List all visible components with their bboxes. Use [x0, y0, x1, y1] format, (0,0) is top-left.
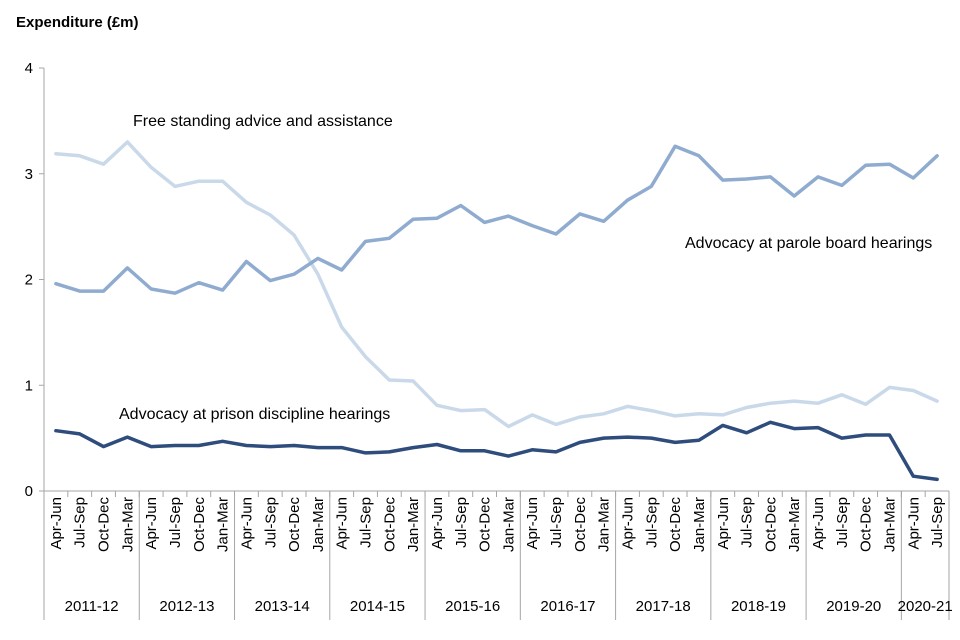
x-group-label: 2020-21 [898, 598, 953, 615]
series-line-1 [54, 144, 939, 295]
x-group-label: 2015-16 [445, 598, 500, 615]
y-tick-label: 1 [25, 377, 33, 394]
x-tick-label: Jul-Sep [739, 497, 756, 548]
x-tick-label: Apr-Jun [905, 497, 922, 550]
x-tick-label: Oct-Dec [477, 497, 494, 553]
x-group-label: 2011-12 [65, 598, 119, 615]
x-tick-label: Jul-Sep [453, 497, 470, 548]
series-lines [54, 140, 939, 482]
x-tick-label: Jul-Sep [929, 497, 946, 548]
x-tick-label: Apr-Jun [429, 497, 446, 550]
x-tick-label: Apr-Jun [619, 497, 636, 550]
x-group-label: 2018-19 [731, 598, 786, 615]
x-tick-label: Jul-Sep [262, 497, 279, 548]
x-tick-label: Jul-Sep [358, 497, 375, 548]
x-tick-label: Jan-Mar [310, 497, 327, 552]
x-tick-label: Jul-Sep [72, 497, 89, 548]
x-tick-label: Apr-Jun [715, 497, 732, 550]
x-tick-label: Oct-Dec [286, 497, 303, 553]
x-tick-label: Apr-Jun [238, 497, 255, 550]
x-tick-label: Apr-Jun [48, 497, 65, 550]
x-group-label: 2017-18 [636, 598, 691, 615]
x-group-label: 2016-17 [540, 598, 595, 615]
y-tick-label: 2 [25, 272, 33, 289]
x-group-label: 2019-20 [826, 598, 881, 615]
x-tick-label: Jul-Sep [167, 497, 184, 548]
x-tick-label: Jan-Mar [500, 497, 517, 552]
x-tick-label: Oct-Dec [762, 497, 779, 553]
x-tick-label: Jul-Sep [643, 497, 660, 548]
x-tick-label: Apr-Jun [524, 497, 541, 550]
x-tick-label: Apr-Jun [810, 497, 827, 550]
series-label-free-standing-advice: Free standing advice and assistance [133, 113, 393, 130]
y-tick-label: 3 [25, 166, 33, 183]
x-tick-label: Jul-Sep [548, 497, 565, 548]
y-axis: 0 1 2 3 4 [25, 60, 45, 500]
series-label-parole-board-hearings: Advocacy at parole board hearings [685, 235, 932, 252]
x-tick-label: Jan-Mar [786, 497, 803, 552]
x-group-label: 2012-13 [159, 598, 214, 615]
x-tick-label: Oct-Dec [381, 497, 398, 553]
x-tick-label: Apr-Jun [143, 497, 160, 550]
x-tick-label: Oct-Dec [191, 497, 208, 553]
y-axis-label: Expenditure (£m) [16, 14, 139, 31]
series-line-0 [54, 140, 939, 429]
x-tick-label: Jan-Mar [691, 497, 708, 552]
y-tick-label: 0 [25, 483, 33, 500]
x-tick-label: Jan-Mar [405, 497, 422, 552]
y-tick-label: 4 [25, 60, 33, 77]
x-tick-label: Oct-Dec [667, 497, 684, 553]
x-tick-label: Jan-Mar [215, 497, 232, 552]
x-tick-label: Oct-Dec [572, 497, 589, 553]
x-group-label: 2013-14 [255, 598, 310, 615]
x-tick-label: Apr-Jun [334, 497, 351, 550]
x-axis: Apr-Jun Jul-Sep Oct-Dec Jan-Mar Apr-Jun Jul-S… [43, 490, 953, 620]
x-tick-label: Jan-Mar [881, 497, 898, 552]
x-tick-label: Oct-Dec [858, 497, 875, 553]
x-tick-label: Oct-Dec [96, 497, 113, 553]
x-tick-label: Jul-Sep [834, 497, 851, 548]
series-label-prison-discipline-hearings: Advocacy at prison discipline hearings [119, 406, 390, 423]
series-line-2 [54, 420, 939, 482]
x-tick-label: Jan-Mar [596, 497, 613, 552]
x-tick-label: Jan-Mar [119, 497, 136, 552]
x-group-label: 2014-15 [350, 598, 405, 615]
